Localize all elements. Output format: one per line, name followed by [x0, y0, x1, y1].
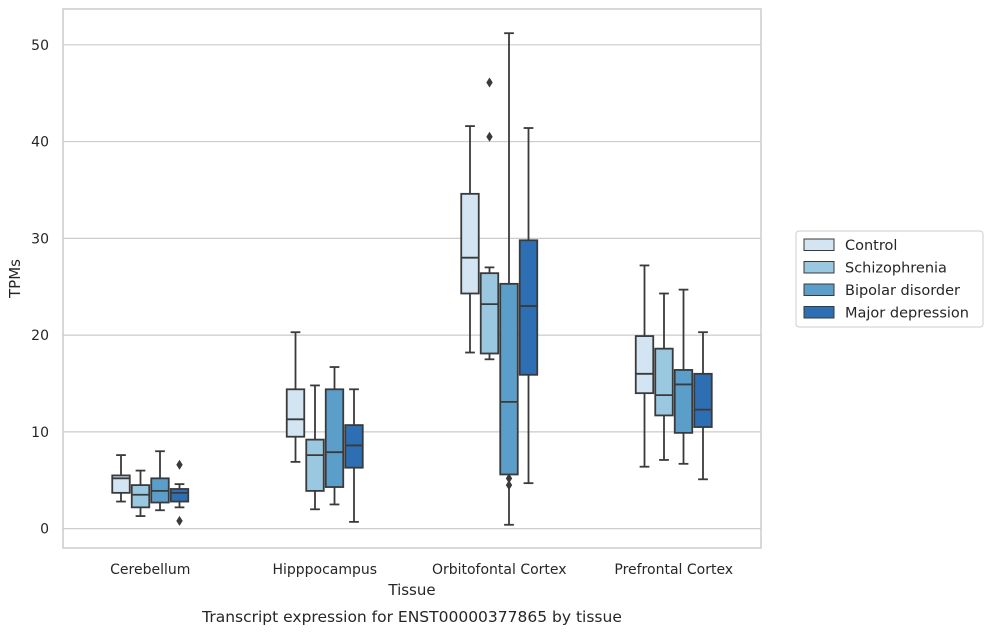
- outlier-2: [486, 131, 493, 142]
- box-iqr: [305, 438, 325, 492]
- outlier-1: [486, 77, 493, 88]
- legend-label-4: Major depression: [845, 306, 969, 322]
- box-iqr: [169, 488, 190, 503]
- box-iqr: [499, 282, 519, 476]
- box-3-4: [673, 288, 694, 465]
- box-4-1: [169, 459, 190, 526]
- boxes: [111, 32, 713, 526]
- box-3-1: [150, 450, 170, 512]
- box-2-2: [305, 384, 325, 511]
- box-iqr: [344, 424, 364, 469]
- box-1-3: [460, 125, 480, 354]
- box-1-1: [111, 454, 131, 503]
- legend: Control Schizophrenia Bipolar disorder Majo…: [795, 230, 984, 328]
- box-iqr: [518, 239, 539, 376]
- x-axis-label: Tissue: [387, 581, 435, 599]
- outlier-2: [176, 515, 183, 526]
- plot-frame: [62, 8, 762, 549]
- legend-label-1: Control: [845, 238, 897, 254]
- legend-label-3: Bipolar disorder: [845, 283, 960, 299]
- box-2-3: [479, 77, 500, 361]
- chart-caption: Transcript expression for ENST0000037786…: [201, 608, 622, 626]
- y-tick-label-30: 30: [31, 231, 49, 247]
- box-iqr: [634, 335, 655, 395]
- box-iqr: [693, 372, 713, 428]
- box-3-2: [324, 366, 345, 506]
- box-1-4: [634, 264, 655, 468]
- box-iqr: [111, 474, 131, 494]
- box-1-2: [285, 331, 306, 463]
- y-tick-label-40: 40: [31, 135, 49, 151]
- box-3-3: [499, 32, 519, 526]
- x-tick-label-1: Cerebellum: [110, 562, 190, 578]
- legend-label-2: Schizophrenia: [845, 261, 947, 277]
- y-tick-labels: 0 10 20 30 40 50: [31, 38, 49, 538]
- legend-frame: [795, 230, 984, 328]
- legend-swatch-1: [803, 238, 835, 251]
- x-tick-label-3: Orbitofontal Cortex: [432, 562, 567, 578]
- legend-swatch-3: [803, 283, 835, 296]
- box-iqr: [673, 369, 694, 434]
- box-iqr: [285, 388, 306, 438]
- outlier-1: [176, 459, 183, 470]
- box-iqr: [130, 484, 151, 509]
- box-2-1: [130, 469, 151, 517]
- legend-swatch-4: [803, 306, 835, 319]
- y-axis-label: TPMs: [6, 259, 24, 299]
- outlier-1: [505, 473, 513, 484]
- outlier-2: [505, 480, 513, 491]
- box-iqr: [654, 347, 674, 417]
- box-4-4: [693, 331, 713, 481]
- gridlines: [63, 44, 761, 530]
- y-tick-label-0: 0: [40, 522, 49, 538]
- box-4-3: [518, 127, 539, 485]
- box-iqr: [460, 192, 480, 295]
- x-tick-label-4: Prefrontal Cortex: [614, 562, 733, 578]
- box-iqr: [324, 388, 345, 488]
- legend-swatch-2: [803, 261, 835, 274]
- x-tick-labels: Cerebellum Hipppocampus Orbitofontal Corte…: [110, 562, 733, 578]
- y-tick-label-50: 50: [31, 38, 49, 54]
- y-tick-label-10: 10: [31, 425, 49, 441]
- box-4-2: [344, 388, 364, 523]
- box-2-4: [654, 292, 674, 461]
- box-iqr: [479, 272, 500, 355]
- y-tick-label-20: 20: [31, 328, 49, 344]
- x-tick-label-2: Hipppocampus: [272, 562, 377, 578]
